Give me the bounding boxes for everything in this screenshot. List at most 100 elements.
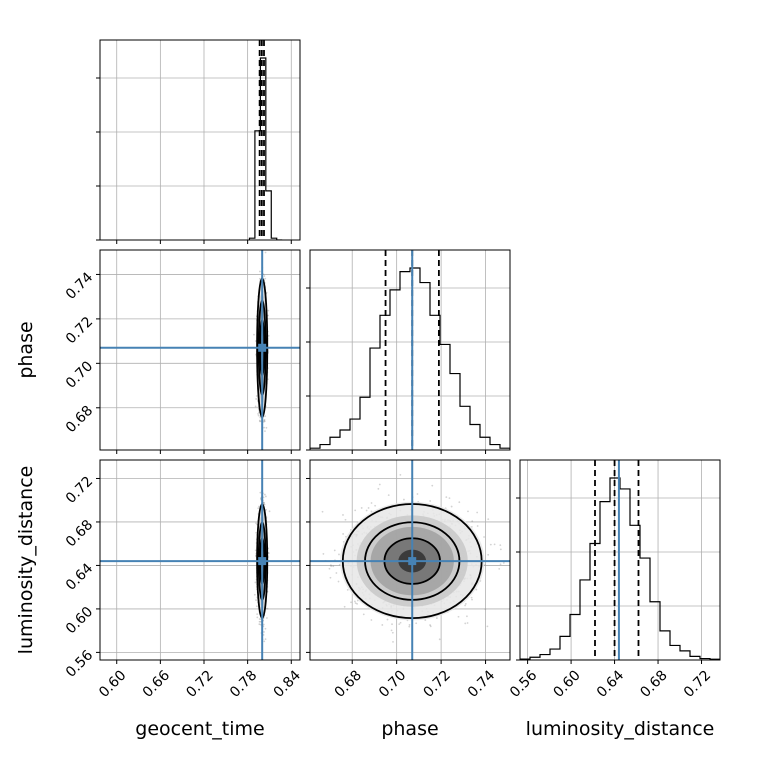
sample-point <box>258 463 260 465</box>
sample-point <box>255 531 258 534</box>
sample-point <box>263 275 266 277</box>
sample-point <box>258 270 261 273</box>
sample-point <box>255 522 257 525</box>
sample-point <box>255 398 258 400</box>
sample-point <box>354 600 356 603</box>
tick-label-y: 0.68 <box>63 517 96 550</box>
sample-point <box>255 395 258 397</box>
tick-label-y: 0.60 <box>63 604 96 637</box>
sample-point <box>254 405 257 408</box>
sample-point <box>253 593 256 596</box>
tick-label-x: 0.72 <box>183 667 216 700</box>
sample-point <box>464 622 467 625</box>
sample-point <box>259 491 262 494</box>
sample-point <box>259 620 262 623</box>
tick-label-y: 0.72 <box>63 473 96 506</box>
sample-point <box>329 576 332 579</box>
panel-frame <box>99 459 301 661</box>
truth-marker <box>258 343 267 352</box>
sample-point <box>253 333 255 336</box>
axis-label-phase: phase <box>15 321 37 378</box>
panel-content <box>100 460 300 660</box>
sample-point <box>258 618 261 620</box>
sample-point <box>346 588 349 591</box>
sample-point <box>264 415 267 418</box>
sample-point <box>362 613 365 616</box>
sample-point <box>266 607 269 610</box>
sample-point <box>258 420 261 423</box>
sample-point <box>399 621 402 624</box>
sample-point <box>256 613 259 616</box>
sample-point <box>262 623 265 626</box>
axis-label-luminosity_distance: luminosity_distance <box>15 466 37 655</box>
sample-point <box>255 605 258 608</box>
sample-point <box>268 510 271 513</box>
tick-label-y: 0.68 <box>63 403 96 436</box>
sample-point <box>264 430 266 433</box>
sample-point <box>266 617 268 619</box>
sample-point <box>263 502 265 504</box>
sample-point <box>263 493 266 496</box>
panel-phase <box>306 249 511 454</box>
sample-point <box>262 420 265 423</box>
sample-point <box>342 514 344 516</box>
panel-content <box>100 250 300 465</box>
sample-point <box>254 549 257 552</box>
sample-point <box>354 602 357 605</box>
histogram-geocent_time <box>248 57 283 240</box>
sample-point <box>258 623 261 626</box>
histogram-phase <box>310 267 510 450</box>
sample-point <box>263 419 265 422</box>
sample-point <box>255 599 257 602</box>
tick-label-y: 0.72 <box>63 314 96 347</box>
sample-point <box>257 507 260 510</box>
tick-label-y: 0.70 <box>63 358 96 391</box>
sample-point <box>254 581 257 584</box>
panel-geocent_time-vs-luminosity_distance: 0.60 0.66 0.72 0.78 0.84geocent_time0.560.60… <box>15 459 304 740</box>
sample-point <box>265 508 267 511</box>
sample-point <box>267 334 270 337</box>
sample-point <box>431 484 434 487</box>
sample-point <box>258 277 261 280</box>
sample-point <box>458 501 461 504</box>
tick-label-y: 0.56 <box>63 647 96 680</box>
sample-point <box>360 507 363 509</box>
sample-point <box>264 277 267 280</box>
sample-point <box>263 426 265 429</box>
tick-label-x: 0.78 <box>227 667 260 700</box>
sample-point <box>258 505 260 508</box>
sample-point <box>256 616 259 619</box>
sample-point <box>408 624 411 626</box>
panel-frame <box>309 249 511 451</box>
sample-point <box>263 420 266 423</box>
sample-point <box>263 631 265 633</box>
sample-point <box>262 501 265 504</box>
sample-point <box>257 414 260 417</box>
sample-point <box>466 622 469 624</box>
panel-content <box>310 460 510 660</box>
sample-point <box>264 251 267 254</box>
sample-point <box>415 622 418 625</box>
tick-label-x: 0.60 <box>96 667 129 700</box>
sample-point <box>258 419 261 422</box>
tick-label-x: 0.66 <box>140 667 173 700</box>
sample-point <box>264 495 267 498</box>
sample-point <box>263 503 266 506</box>
sample-point <box>267 552 270 555</box>
sample-point <box>264 627 267 630</box>
tick-label-x: 0.84 <box>271 667 304 700</box>
sample-point <box>260 454 262 456</box>
sample-point <box>258 620 261 623</box>
sample-point <box>267 309 270 312</box>
panel-content <box>310 250 510 450</box>
sample-point <box>338 553 340 556</box>
sample-point <box>330 565 333 568</box>
tick-label-y: 0.64 <box>63 560 96 593</box>
panel-geocent_time <box>96 39 301 244</box>
truth-marker <box>258 557 267 566</box>
sample-point <box>429 624 431 626</box>
sample-point <box>264 638 267 641</box>
